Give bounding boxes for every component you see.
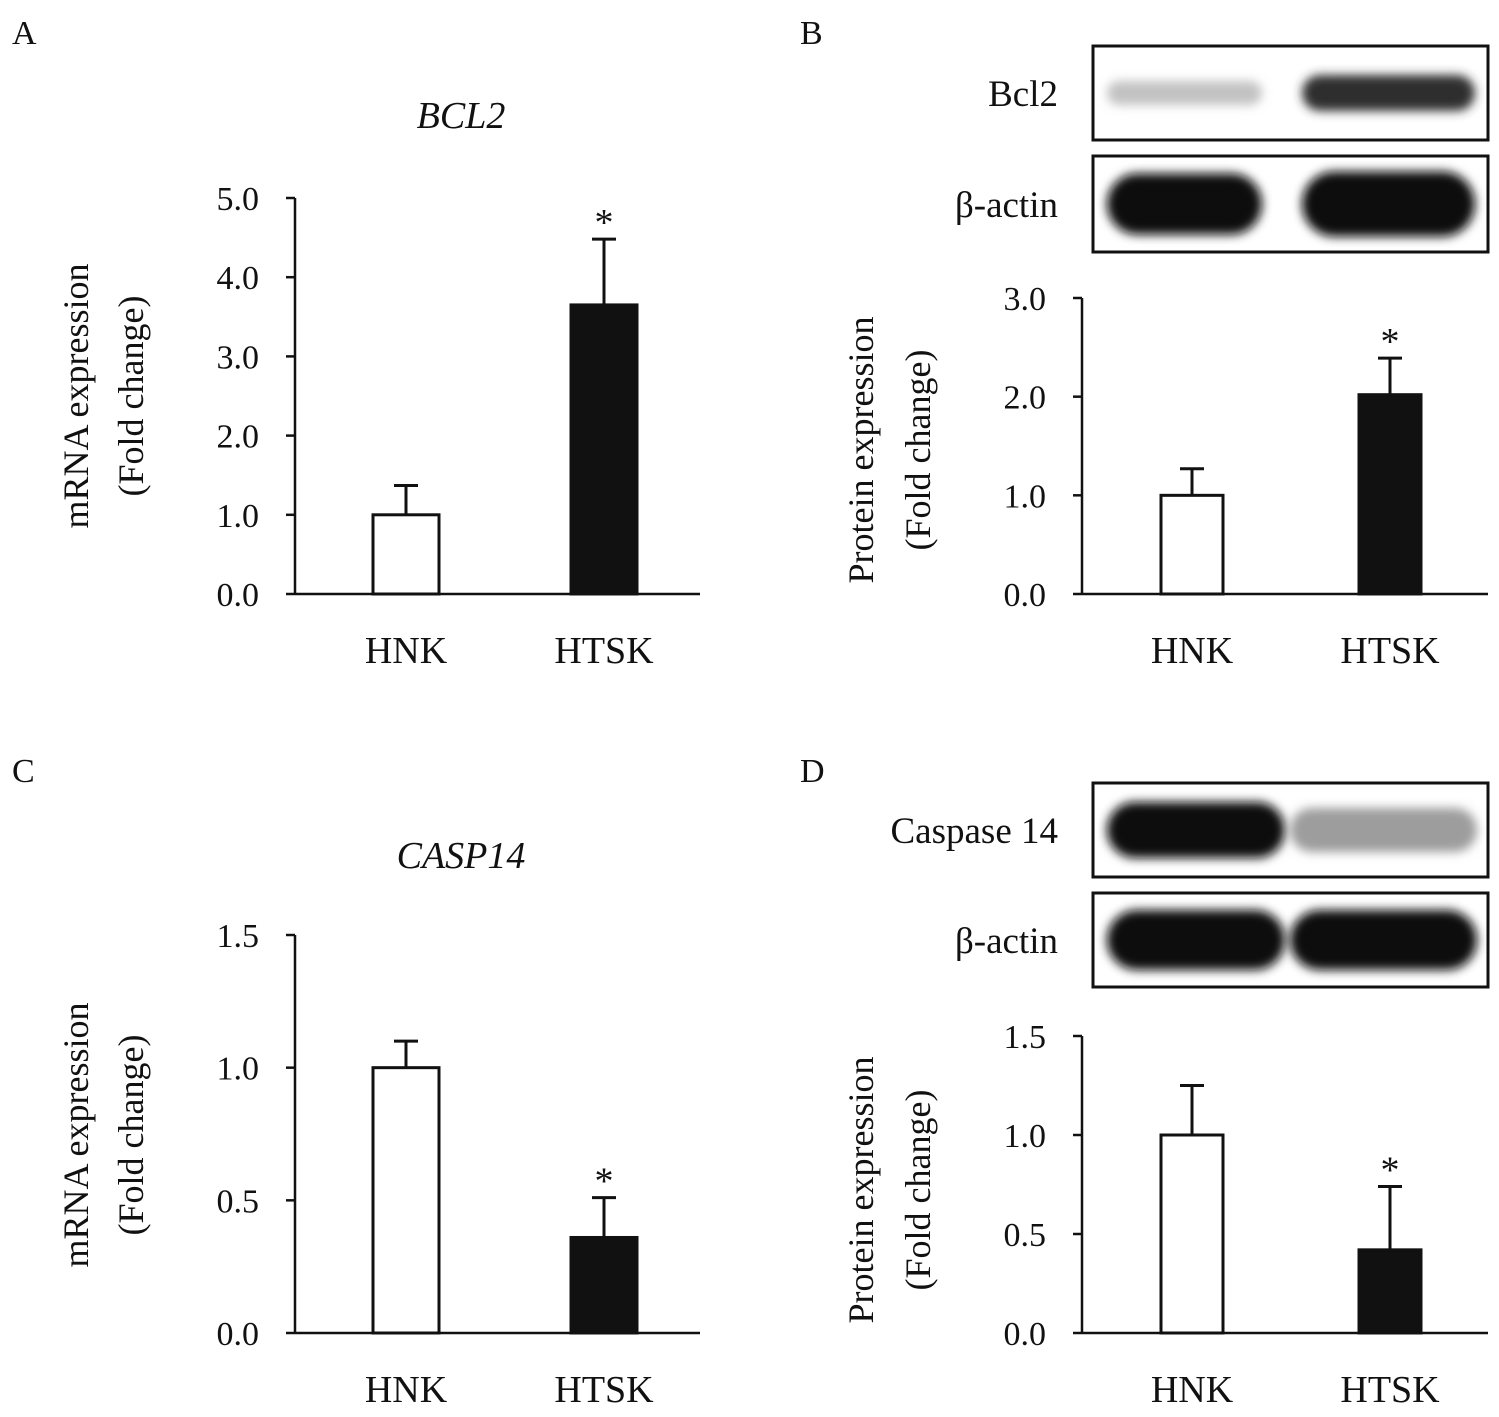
y-tick-label: 0.0 (1004, 1316, 1047, 1353)
bar (569, 303, 639, 596)
panel-letter: D (800, 753, 825, 790)
x-category-label: HTSK (1340, 630, 1440, 672)
blot-1: β-actin (955, 891, 1490, 989)
bar (1159, 493, 1225, 596)
significance-marker: * (595, 202, 614, 244)
y-tick-label: 0.5 (1004, 1217, 1047, 1254)
y-tick-label: 2.0 (1004, 380, 1047, 417)
y-tick-label: 0.0 (217, 577, 260, 614)
y-axis-label: (Fold change) (898, 1090, 938, 1291)
panel-b: B Bcl2 β-actin Protein expression (Fold chan… (800, 15, 1490, 672)
y-tick-label: 1.5 (1004, 1019, 1047, 1056)
blot-band (1302, 75, 1475, 111)
y-axis-label: mRNA expression (56, 1003, 96, 1268)
bar (1159, 1133, 1225, 1335)
bar (1357, 393, 1423, 596)
bar (371, 513, 441, 596)
blot-0: Bcl2 (988, 44, 1490, 142)
x-category-label: HTSK (554, 1369, 654, 1411)
y-axis-label: (Fold change) (111, 1035, 151, 1236)
y-tick-label: 1.0 (1004, 478, 1047, 515)
blot-label: β-actin (955, 921, 1058, 962)
blot-band (1302, 171, 1475, 237)
y-tick-label: 5.0 (217, 181, 260, 218)
x-category-label: HTSK (1340, 1369, 1440, 1411)
blot-band (1107, 910, 1285, 970)
blot-band (1107, 81, 1262, 105)
y-tick-label: 1.5 (217, 918, 260, 955)
panel-c: C CASP14 mRNA expression (Fold change) 0.0 0.… (12, 753, 700, 1411)
blot-label: Bcl2 (988, 74, 1058, 115)
blot-band (1290, 808, 1477, 852)
y-tick-label: 0.5 (217, 1183, 260, 1220)
y-axis-label: Protein expression (841, 1057, 881, 1324)
y-tick-label: 0.0 (217, 1316, 260, 1353)
bar (1357, 1248, 1423, 1335)
x-category-label: HTSK (554, 630, 654, 672)
panel-letter: C (12, 753, 35, 790)
y-axis-label: Protein expression (841, 317, 881, 584)
y-tick-label: 0.0 (1004, 577, 1047, 614)
blot-band (1290, 910, 1477, 970)
x-category-label: HNK (365, 1369, 448, 1411)
blot-band (1107, 173, 1262, 235)
y-tick-label: 1.0 (217, 498, 260, 535)
panel-letter: A (12, 15, 37, 52)
bar (569, 1235, 639, 1335)
x-category-label: HNK (1151, 1369, 1234, 1411)
blot-1: β-actin (955, 154, 1490, 254)
blot-label: Caspase 14 (891, 811, 1059, 852)
y-tick-label: 1.0 (217, 1051, 260, 1088)
blot-label: β-actin (955, 185, 1058, 226)
chart-title: CASP14 (397, 835, 526, 877)
y-axis-label: (Fold change) (898, 350, 938, 551)
panel-d: D Caspase 14 β-actin Protein expression (Fol… (800, 753, 1490, 1411)
panel-letter: B (800, 15, 823, 52)
y-tick-label: 1.0 (1004, 1118, 1047, 1155)
significance-marker: * (1381, 1149, 1400, 1191)
y-tick-label: 3.0 (1004, 281, 1047, 318)
significance-marker: * (595, 1161, 614, 1203)
x-category-label: HNK (1151, 630, 1234, 672)
bar (371, 1066, 441, 1335)
chart-title: BCL2 (417, 95, 506, 137)
blot-0: Caspase 14 (891, 781, 1490, 879)
y-axis-label: (Fold change) (111, 296, 151, 497)
y-tick-label: 3.0 (217, 339, 260, 376)
blot-band (1107, 802, 1285, 858)
y-tick-label: 4.0 (217, 260, 260, 297)
y-axis-label: mRNA expression (56, 264, 96, 529)
x-category-label: HNK (365, 630, 448, 672)
y-tick-label: 2.0 (217, 419, 260, 456)
panel-a: A BCL2 mRNA expression (Fold change) 0.0 1.0 2… (12, 15, 700, 672)
significance-marker: * (1381, 321, 1400, 363)
